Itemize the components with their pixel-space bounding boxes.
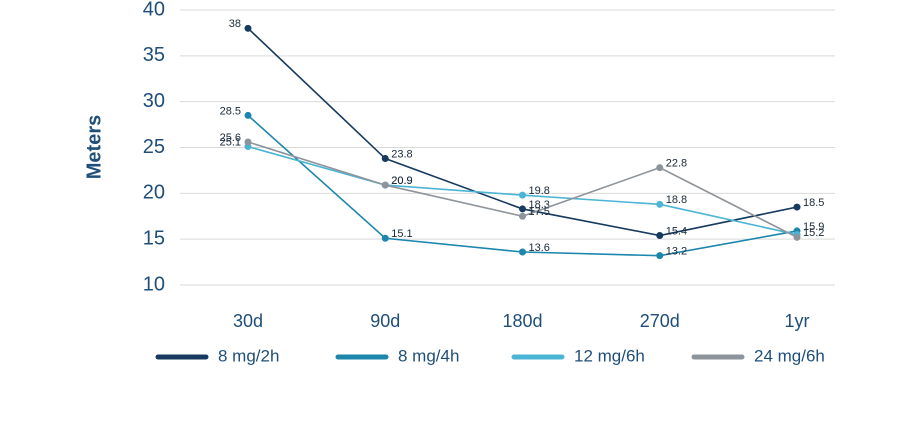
data-point	[381, 234, 389, 242]
value-label: 13.6	[529, 242, 550, 254]
value-label: 15.2	[803, 227, 824, 239]
data-point	[793, 233, 801, 241]
value-label: 19.8	[529, 185, 550, 197]
data-point	[381, 181, 389, 189]
value-label: 25.6	[220, 132, 241, 144]
value-label: 38	[229, 18, 241, 30]
data-point	[381, 155, 389, 162]
value-label: 18.5	[803, 197, 824, 209]
series-line	[247, 145, 798, 236]
data-point	[244, 138, 252, 146]
data-point	[656, 232, 664, 239]
series-line	[247, 114, 798, 257]
x-tick-label: 90d	[370, 311, 400, 331]
y-tick-label: 20	[143, 182, 165, 204]
value-label: 13.2	[666, 246, 687, 258]
value-label: 23.8	[391, 148, 412, 160]
data-point	[519, 191, 526, 199]
value-label: 28.5	[220, 105, 241, 117]
y-tick-label: 25	[143, 136, 165, 158]
data-point	[244, 24, 252, 32]
series-line	[247, 27, 798, 237]
y-tick-label: 35	[143, 44, 165, 66]
data-point	[244, 111, 252, 119]
y-tick-label: 10	[143, 273, 165, 295]
x-tick-label: 270d	[640, 311, 680, 331]
legend-label: 8 mg/2h	[218, 346, 279, 365]
y-tick-label: 30	[143, 90, 165, 112]
value-label: 17.5	[529, 206, 550, 218]
legend-label: 8 mg/4h	[398, 346, 459, 365]
data-point	[656, 164, 664, 172]
x-tick-label: 30d	[233, 311, 263, 331]
x-tick-label: 180d	[502, 311, 542, 331]
data-point	[793, 203, 801, 211]
data-point	[519, 248, 526, 256]
legend-label: 24 mg/6h	[754, 346, 825, 365]
y-tick-label: 15	[143, 227, 165, 249]
data-point	[519, 205, 526, 213]
data-point	[656, 252, 664, 260]
value-label: 20.9	[391, 175, 412, 187]
legend-label: 12 mg/6h	[574, 346, 645, 365]
value-label: 15.4	[666, 225, 687, 237]
value-label: 15.9	[803, 221, 824, 233]
data-point	[656, 200, 664, 208]
data-point	[519, 212, 526, 220]
value-label: 25.1	[220, 136, 241, 148]
y-tick-label: 40	[143, 0, 165, 20]
value-label: 15.1	[391, 228, 412, 240]
value-label: 22.8	[666, 158, 687, 170]
value-label: 18.8	[666, 194, 687, 206]
x-tick-label: 1yr	[784, 311, 809, 331]
value-label: 20.9	[391, 175, 412, 187]
y-axis-label: Meters	[83, 115, 105, 179]
